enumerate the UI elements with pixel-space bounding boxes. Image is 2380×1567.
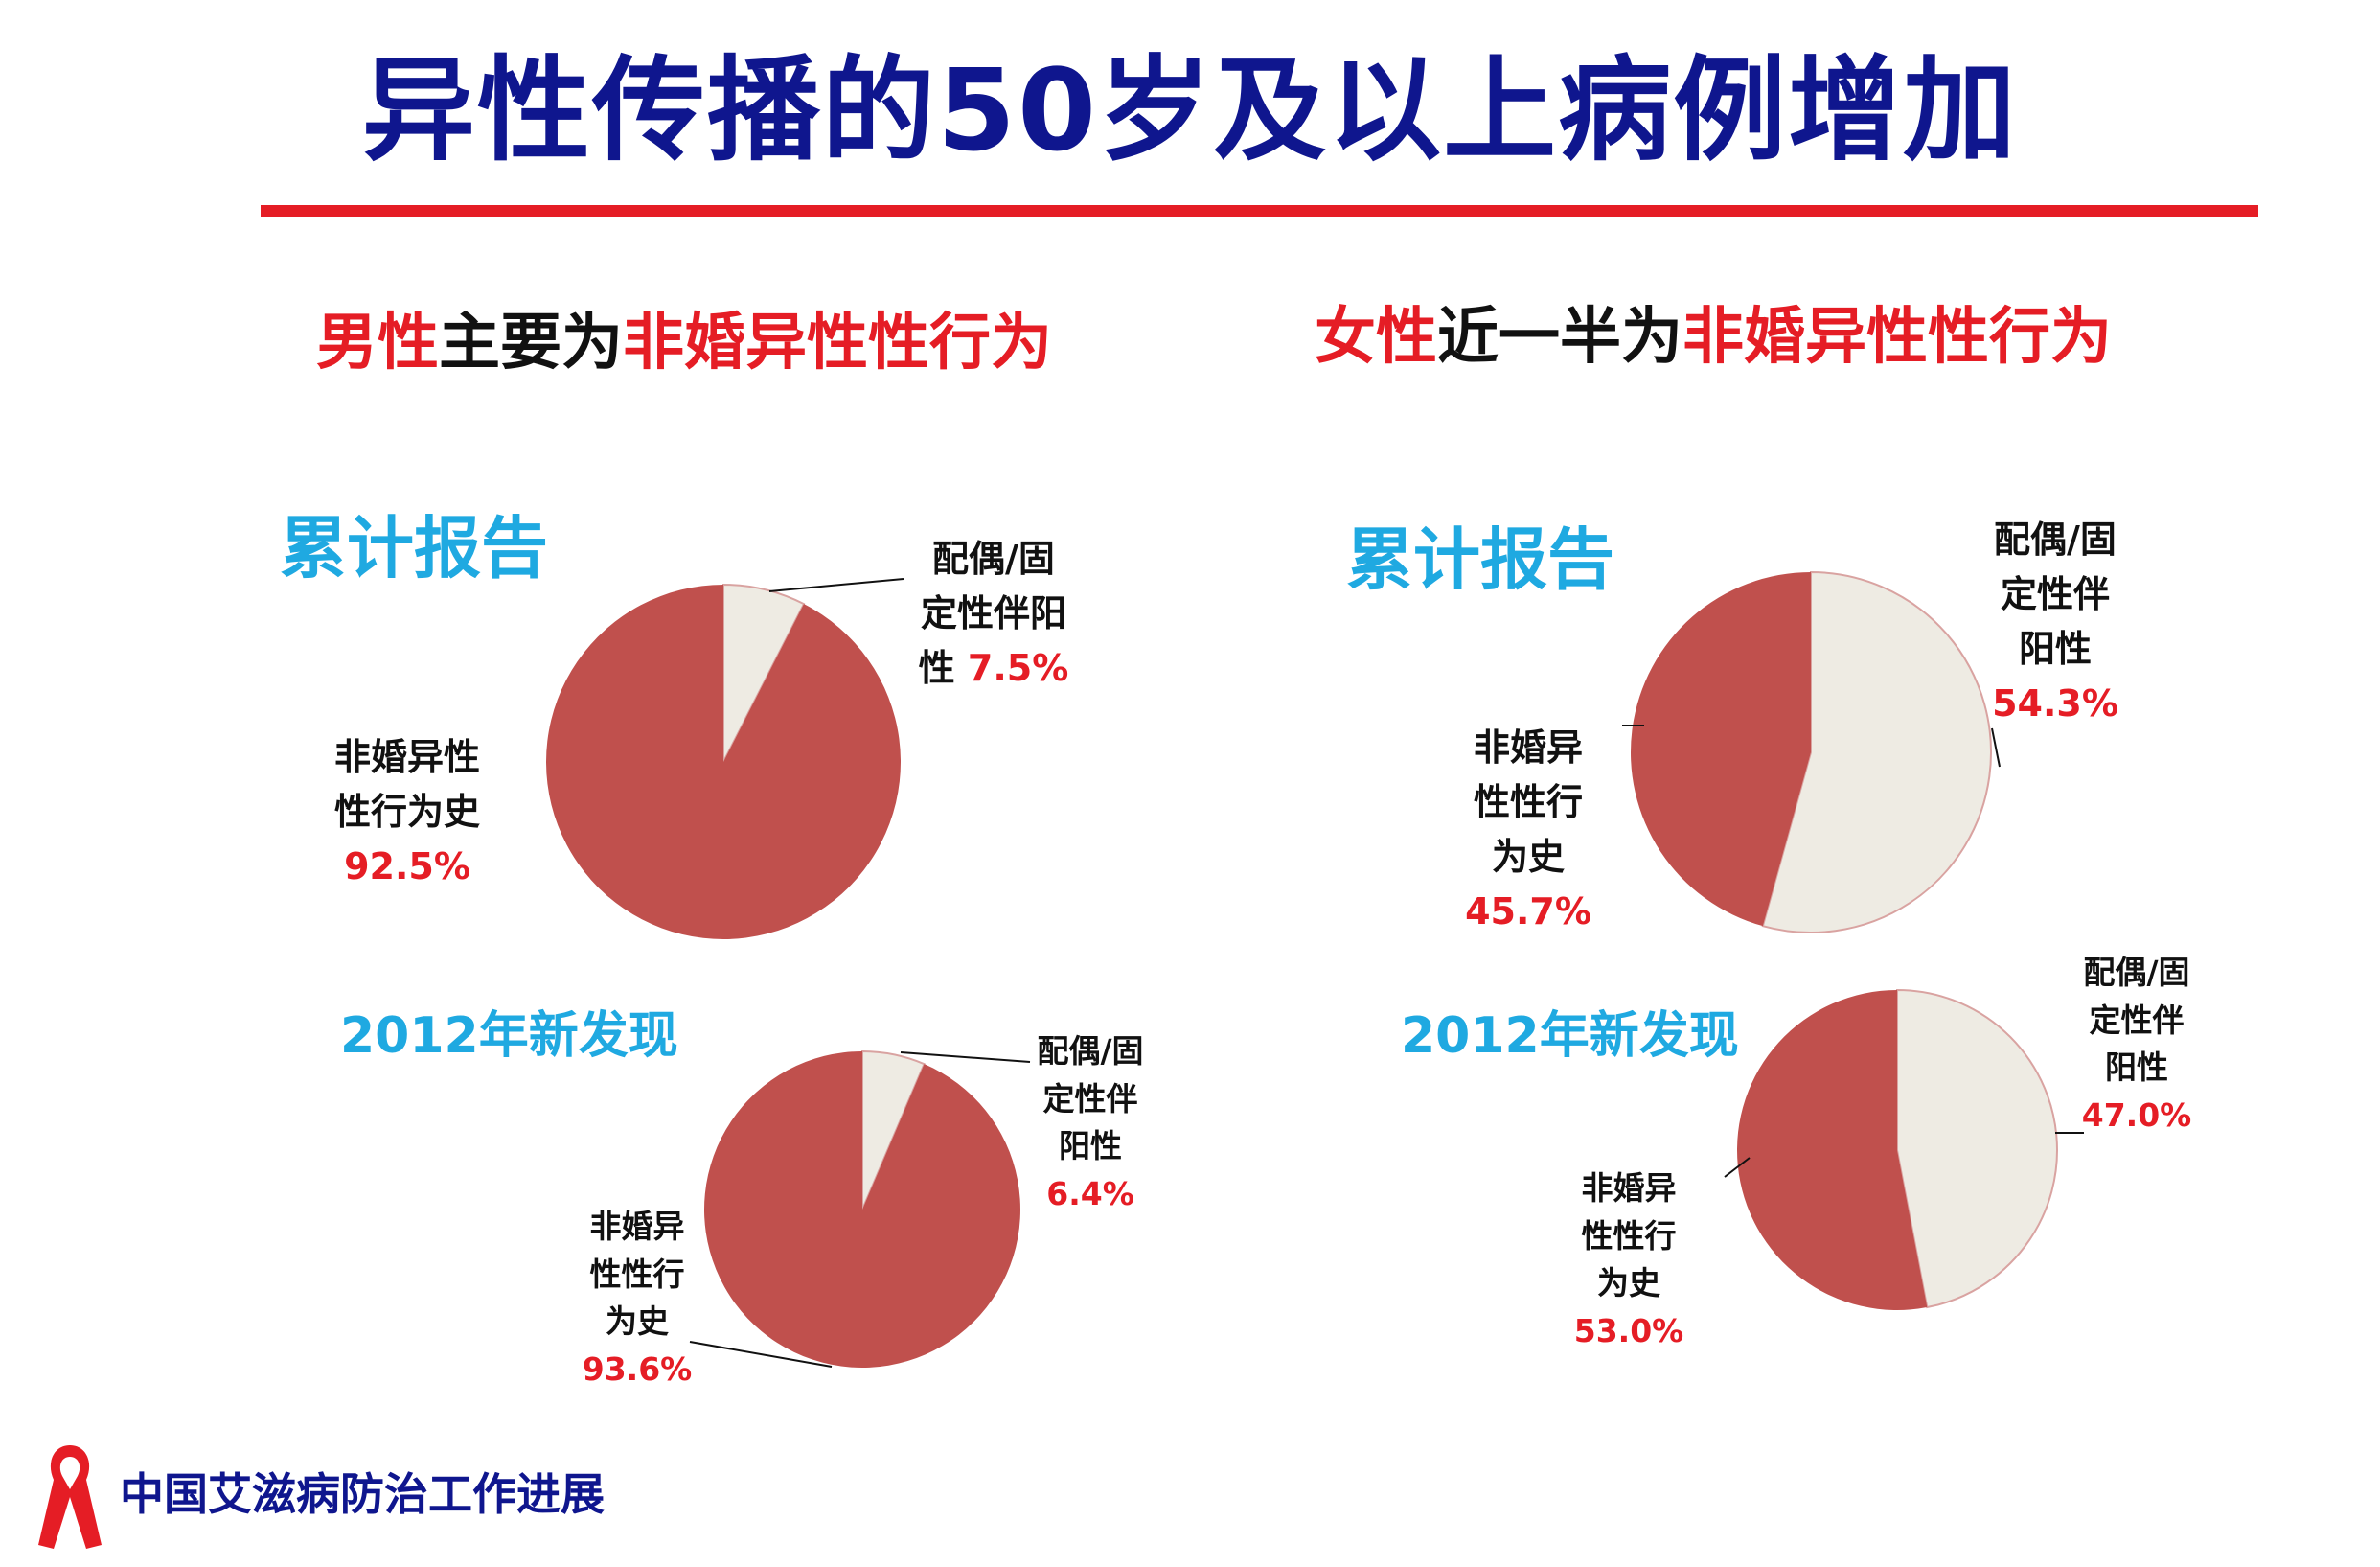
pct-spouse-female-cum: 54.3% (1992, 682, 2118, 725)
pct-nonmarital-female-2012: 53.0% (1573, 1311, 1684, 1349)
pie-male-2012-leader-line-1 (689, 1341, 833, 1368)
red-ribbon-icon (38, 1445, 102, 1549)
label-spouse-male-2012: 配偶/固 定性伴 阳性 6.4% (1023, 1027, 1157, 1217)
label-line: 为史 (606, 1302, 669, 1340)
right-subtitle-part3: 非婚异性性行为 (1682, 302, 2112, 373)
label-nonmarital-female-cum: 非婚异 性性行 为史 45.7% (1442, 721, 1614, 939)
pie-male-cumulative-slice-spouse (722, 583, 806, 763)
label-line: 为史 (1597, 1264, 1660, 1302)
label-line: 阳性 (2018, 628, 2092, 670)
label-line: 性行为史 (333, 791, 480, 833)
label-line: 配偶/固 (1994, 518, 2117, 561)
label-line: 定性伴 (2000, 573, 2110, 615)
label-line: 为史 (1491, 836, 1565, 878)
label-line: 定性伴 (1042, 1079, 1138, 1118)
left-subtitle-part1: 男性 (316, 308, 439, 379)
pct-spouse-female-2012: 47.0% (2081, 1095, 2192, 1134)
pct-nonmarital-male-2012: 93.6% (582, 1349, 693, 1388)
pct-nonmarital-male-cum: 92.5% (344, 845, 470, 887)
pie-female-cumulative-leader-line-0 (1991, 727, 2001, 768)
page-title: 异性传播的50岁及以上病例增加 (361, 44, 2019, 176)
label-line: 定性伴阳 (920, 592, 1066, 634)
section-cumulative-left: 累计报告 (280, 509, 548, 588)
label-line: 配偶/固 (1037, 1032, 1144, 1070)
label-line: 非婚异 (1581, 1169, 1677, 1207)
label-line: 配偶/固 (2083, 954, 2190, 991)
label-line: 阳性 (1059, 1127, 1122, 1164)
right-subtitle: 女性近一半为非婚异性性行为 (1315, 301, 2112, 375)
pct-nonmarital-female-cum: 45.7% (1465, 890, 1591, 933)
label-line: 配偶/固 (932, 538, 1055, 580)
pie-female-2012-slice-spouse (1896, 988, 2058, 1309)
section-cumulative-right: 累计报告 (1346, 520, 1614, 599)
label-line: 非婚异性 (333, 736, 480, 778)
pie-male-2012-leader-line-0 (900, 1051, 1031, 1063)
pie-male-2012-slice-nonmarital (704, 1051, 1020, 1368)
left-subtitle: 男性主要为非婚异性性行为 (316, 307, 1052, 380)
title-divider (261, 205, 2258, 217)
pie-female-2012-leader-line-1 (1724, 1157, 1751, 1178)
left-subtitle-part3: 非婚异性性行为 (623, 308, 1052, 379)
label-line: 性 (918, 647, 955, 689)
pie-male-2012-slice-spouse (861, 1049, 926, 1210)
pie-female-cumulative-slice-spouse (1761, 570, 1992, 933)
label-nonmarital-male-cum: 非婚异性 性行为史 92.5% (316, 730, 498, 894)
right-subtitle-part2: 近一半为 (1437, 302, 1682, 373)
footer-text: 中国艾滋病防治工作进展 (120, 1468, 605, 1520)
section-new2012-left: 2012年新发现 (340, 1007, 678, 1065)
right-subtitle-part1: 女性 (1315, 302, 1437, 373)
label-spouse-female-2012: 配偶/固 定性伴 阳性 47.0% (2070, 949, 2204, 1139)
pie-male-cumulative-slice-nonmarital (546, 585, 901, 940)
label-line: 定性伴 (2089, 1001, 2185, 1039)
left-subtitle-part2: 主要为 (439, 308, 623, 379)
pct-spouse-male-cum: 7.5% (967, 647, 1069, 689)
label-line: 性性行 (589, 1255, 685, 1293)
label-line: 阳性 (2105, 1049, 2168, 1086)
label-line: 性性行 (1473, 781, 1583, 823)
pie-male-cumulative-leader-line-0 (768, 578, 904, 592)
pie-female-cumulative-slice-nonmarital (1631, 572, 1811, 927)
section-new2012-right: 2012年新发现 (1401, 1007, 1739, 1065)
pie-female-2012-slice-nonmarital (1737, 990, 1928, 1310)
label-spouse-male-cum: 配偶/固 定性伴阳 性 7.5% (903, 532, 1085, 696)
label-nonmarital-male-2012: 非婚异 性性行 为史 93.6% (570, 1203, 704, 1393)
label-line: 非婚异 (589, 1208, 685, 1245)
pct-spouse-male-2012: 6.4% (1046, 1174, 1134, 1212)
label-line: 非婚异 (1473, 726, 1583, 769)
label-spouse-female-cum: 配偶/固 定性伴 阳性 54.3% (1969, 513, 2141, 731)
label-nonmarital-female-2012: 非婚异 性性行 为史 53.0% (1562, 1164, 1696, 1354)
label-line: 性性行 (1581, 1216, 1677, 1255)
